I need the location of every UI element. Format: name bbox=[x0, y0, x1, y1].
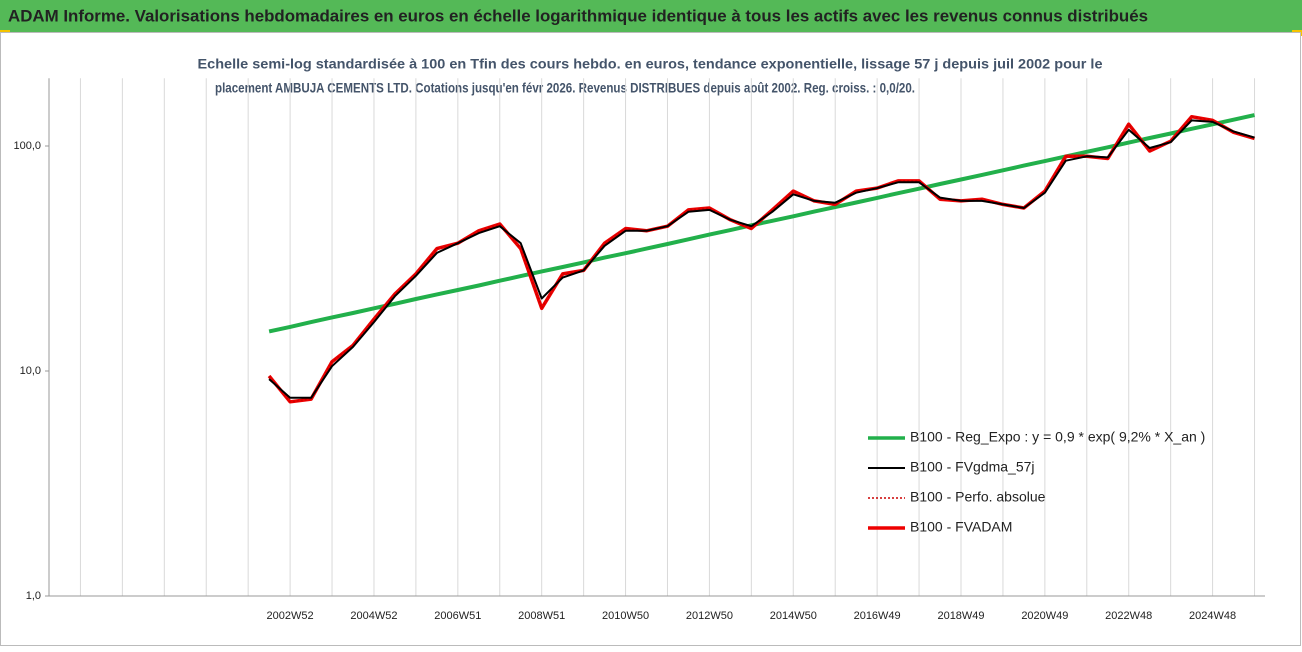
x-tick-label: 2006W51 bbox=[434, 610, 481, 622]
x-tick-label: 2008W51 bbox=[518, 610, 565, 622]
legend-label: B100 - FVgdma_57j bbox=[910, 459, 1035, 475]
x-tick-label: 2020W49 bbox=[1021, 610, 1068, 622]
chart-title: Echelle semi-log standardisée à 100 en T… bbox=[198, 56, 1103, 72]
x-tick-label: 2002W52 bbox=[267, 610, 314, 622]
x-tick-label: 2004W52 bbox=[350, 610, 397, 622]
y-tick-label: 1,0 bbox=[26, 590, 41, 602]
x-tick-label: 2018W49 bbox=[937, 610, 984, 622]
x-tick-label: 2024W48 bbox=[1189, 610, 1236, 622]
series-line bbox=[268, 119, 1255, 399]
x-tick-label: 2014W50 bbox=[770, 610, 817, 622]
legend-label: B100 - FVADAM bbox=[910, 519, 1012, 535]
series-line bbox=[268, 113, 1255, 334]
x-tick-label: 2012W50 bbox=[686, 610, 733, 622]
chart-title: placement AMBUJA CEMENTS LTD. Cotations … bbox=[215, 80, 915, 96]
y-tick-label: 10,0 bbox=[20, 365, 41, 377]
x-tick-label: 2010W50 bbox=[602, 610, 649, 622]
y-tick-label: 100,0 bbox=[13, 140, 41, 152]
legend-label: B100 - Reg_Expo : y = 0,9 * exp( 9,2% * … bbox=[910, 429, 1205, 445]
banner-bg bbox=[0, 0, 1302, 32]
legend-label: B100 - Perfo. absolue bbox=[910, 489, 1046, 505]
chart-frame bbox=[0, 32, 1301, 646]
x-tick-label: 2016W49 bbox=[854, 610, 901, 622]
banner-title: ADAM Informe. Valorisations hebdomadaire… bbox=[8, 6, 1148, 25]
x-tick-label: 2022W48 bbox=[1105, 610, 1152, 622]
